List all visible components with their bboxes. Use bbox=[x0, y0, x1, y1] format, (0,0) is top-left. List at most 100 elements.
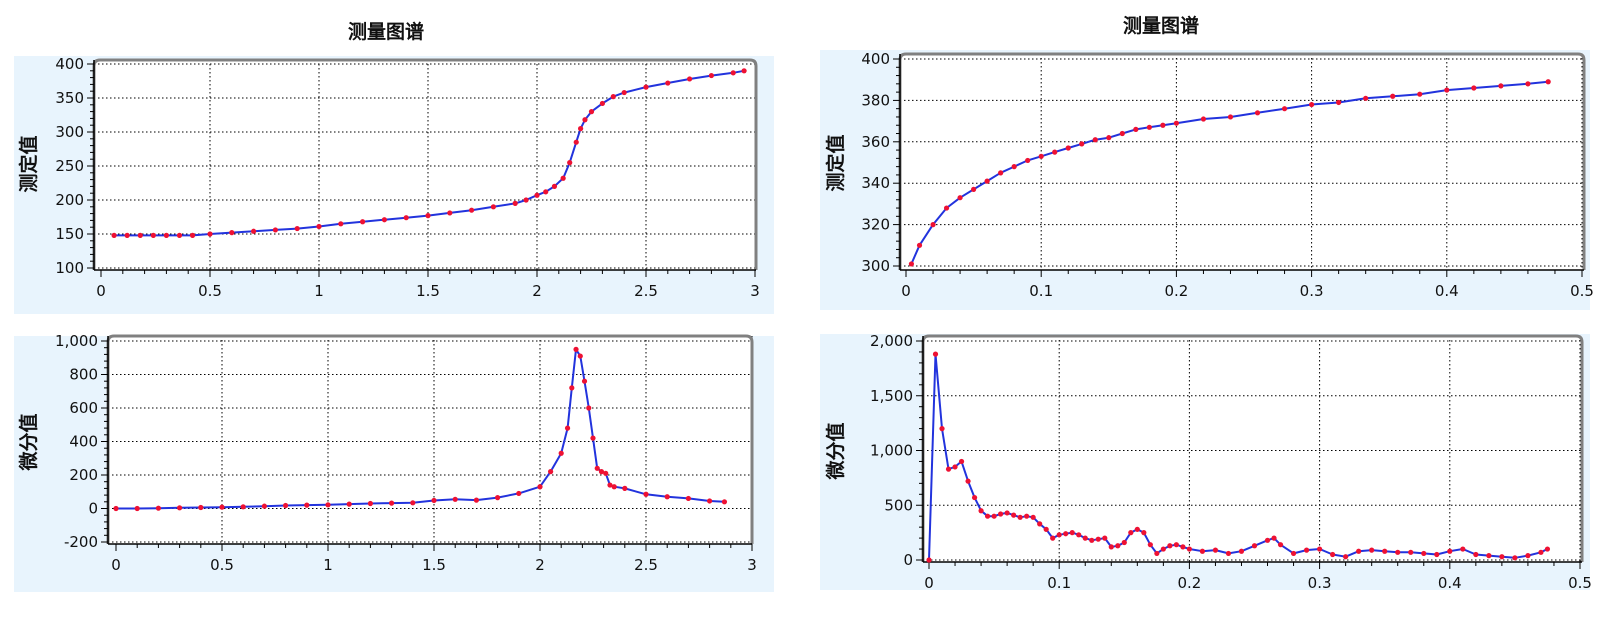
x-tick-label: 0 bbox=[96, 282, 106, 300]
data-point bbox=[431, 497, 437, 504]
data-point bbox=[1363, 95, 1369, 101]
x-tick-label: 3 bbox=[747, 556, 757, 574]
data-point bbox=[971, 494, 978, 501]
data-point bbox=[991, 513, 997, 519]
data-point bbox=[1343, 554, 1349, 560]
x-tick-label: 1.5 bbox=[422, 556, 446, 574]
data-point bbox=[543, 189, 549, 195]
data-point bbox=[665, 80, 671, 86]
data-point bbox=[573, 346, 579, 352]
data-point bbox=[469, 207, 475, 213]
data-point bbox=[389, 500, 395, 506]
data-point bbox=[1089, 537, 1095, 543]
data-point bbox=[176, 232, 183, 238]
x-tick-label: 2.5 bbox=[634, 282, 658, 300]
data-point bbox=[1444, 87, 1450, 93]
data-point bbox=[1017, 514, 1023, 520]
data-point bbox=[283, 502, 289, 509]
data-point bbox=[598, 469, 605, 475]
x-tick-label: 0 bbox=[901, 282, 911, 300]
data-point bbox=[707, 498, 713, 504]
data-point bbox=[1382, 548, 1388, 554]
data-point bbox=[741, 68, 747, 74]
data-point bbox=[708, 72, 715, 79]
data-point bbox=[1186, 546, 1192, 552]
data-point bbox=[219, 504, 225, 510]
y-tick-label: 500 bbox=[884, 496, 913, 514]
y-tick-label: 300 bbox=[861, 257, 890, 275]
data-point bbox=[1330, 551, 1336, 558]
data-point bbox=[1011, 512, 1017, 518]
data-point bbox=[198, 504, 204, 511]
data-point bbox=[588, 109, 595, 115]
chart-title-right: 测量图谱 bbox=[1122, 15, 1199, 37]
data-point bbox=[1421, 550, 1427, 557]
data-point bbox=[1146, 124, 1152, 130]
data-point bbox=[447, 210, 453, 216]
data-point bbox=[1447, 548, 1453, 554]
data-point bbox=[581, 378, 588, 384]
data-point bbox=[1043, 526, 1049, 532]
data-point bbox=[582, 117, 588, 123]
data-point bbox=[611, 484, 617, 490]
data-point bbox=[1499, 554, 1505, 560]
data-point bbox=[1271, 535, 1277, 541]
data-point bbox=[945, 466, 952, 472]
data-point bbox=[594, 465, 600, 471]
data-point bbox=[516, 490, 522, 497]
data-point bbox=[939, 426, 945, 432]
x-tick-label: 2 bbox=[532, 282, 542, 300]
x-tick-label: 2.5 bbox=[634, 556, 658, 574]
data-point bbox=[1200, 116, 1207, 122]
data-point bbox=[207, 231, 213, 237]
data-point bbox=[1538, 549, 1544, 555]
data-point bbox=[1050, 535, 1056, 541]
y-tick-label: 350 bbox=[55, 89, 84, 107]
data-point bbox=[1121, 539, 1127, 546]
data-point bbox=[338, 221, 344, 227]
x-tick-label: 0 bbox=[111, 556, 121, 574]
data-point bbox=[1356, 548, 1362, 554]
x-tick-label: 1 bbox=[314, 282, 324, 300]
data-point bbox=[272, 227, 278, 233]
x-tick-label: 2 bbox=[535, 556, 545, 574]
data-point bbox=[984, 178, 990, 184]
data-point bbox=[261, 503, 267, 509]
data-point bbox=[952, 464, 958, 470]
x-tick-label: 0.5 bbox=[210, 556, 234, 574]
data-point bbox=[687, 76, 693, 82]
plot-area bbox=[900, 54, 1584, 270]
data-point bbox=[1119, 130, 1125, 137]
data-point bbox=[1225, 550, 1232, 557]
data-point bbox=[1544, 546, 1551, 552]
data-point bbox=[523, 197, 529, 203]
data-point bbox=[578, 126, 584, 132]
data-point bbox=[410, 500, 416, 506]
data-point bbox=[978, 508, 984, 514]
y-tick-label: 200 bbox=[69, 466, 98, 484]
data-point bbox=[685, 495, 692, 502]
data-point bbox=[730, 70, 736, 76]
series-line bbox=[928, 353, 1548, 561]
data-point bbox=[1004, 510, 1010, 516]
data-point bbox=[111, 232, 117, 238]
y-tick-label: 0 bbox=[88, 500, 98, 518]
data-point bbox=[1079, 141, 1085, 147]
x-tick-label: 0 bbox=[924, 574, 934, 592]
data-point bbox=[1369, 547, 1375, 553]
data-point bbox=[1038, 153, 1044, 159]
y-tick-label: 340 bbox=[861, 174, 890, 192]
x-tick-label: 0.3 bbox=[1308, 574, 1332, 592]
data-point bbox=[1115, 543, 1121, 549]
y-axis-label: 微分值 bbox=[824, 422, 847, 480]
data-point bbox=[1147, 542, 1153, 548]
x-tick-label: 0.5 bbox=[198, 282, 222, 300]
y-tick-label: 250 bbox=[55, 157, 84, 175]
chart-left-top: 0 0.5 1 1.5 2 2.5 3 100 150 200 250 300 350 400 测定值 bbox=[14, 55, 774, 314]
data-point bbox=[1167, 543, 1173, 549]
data-point bbox=[1092, 137, 1098, 143]
data-point bbox=[229, 230, 235, 236]
data-point bbox=[1408, 549, 1414, 555]
y-tick-label: 1,000 bbox=[55, 332, 98, 350]
y-tick-label: 400 bbox=[861, 50, 890, 68]
